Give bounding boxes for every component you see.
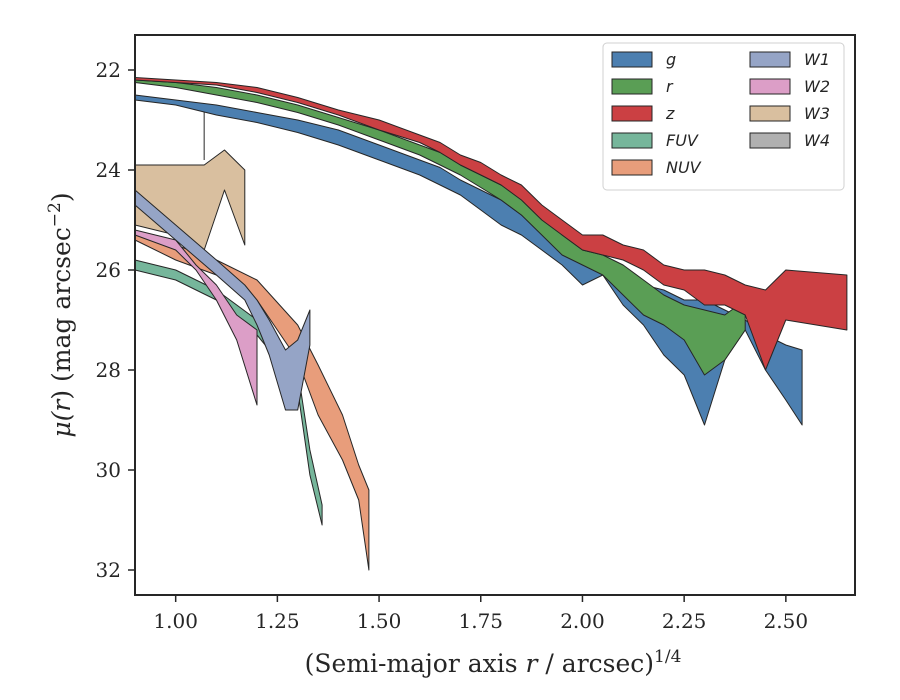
- x-axis-label-var: r: [526, 649, 540, 678]
- y-axis-label: μ(r) (mag arcsec−2): [45, 192, 76, 437]
- legend-swatch-w1: [749, 51, 791, 68]
- legend-swatch-fuv: [611, 132, 653, 149]
- series-bands: [134, 77, 848, 571]
- y-axis-label-sup: −2: [45, 202, 65, 227]
- legend-label-r: r: [666, 77, 674, 96]
- legend-label-g: g: [666, 50, 676, 69]
- legend-label-z: z: [665, 104, 675, 123]
- y-tick-label: 22: [96, 58, 121, 82]
- y-axis-label-mu: μ(: [47, 410, 76, 437]
- band-w1: [134, 189, 311, 411]
- y-axis-label-close: ): [47, 192, 76, 202]
- legend-items: grz FUV NUV W1 W2 W3 W4: [611, 50, 830, 177]
- band-z: [134, 77, 848, 371]
- legend-label-w3: W3: [804, 104, 830, 123]
- band-g: [134, 94, 803, 426]
- legend-label-w4: W4: [804, 131, 830, 150]
- y-axis-label-post: ) (mag arcsec: [47, 227, 76, 400]
- band-fuv: [134, 259, 323, 526]
- legend: grz FUV NUV W1 W2 W3 W4: [602, 42, 845, 191]
- x-tick-label: 2.00: [560, 609, 605, 633]
- legend-swatch-r: [611, 78, 653, 95]
- legend-label-w2: W2: [804, 77, 830, 96]
- legend-swatch-g: [611, 51, 653, 68]
- plot-frame: [134, 34, 856, 596]
- legend-swatch-w2: [749, 78, 791, 95]
- x-axis-label-sup: 1/4: [654, 647, 681, 667]
- legend-label-nuv: NUV: [666, 158, 702, 177]
- x-axis-label-pre: (Semi-major axis: [305, 649, 526, 678]
- legend-swatch-w3: [749, 105, 791, 122]
- y-tick-label: 26: [96, 258, 121, 282]
- y-axis-label-var: r: [47, 398, 76, 412]
- x-tick-label: 1.25: [255, 609, 300, 633]
- legend-swatch-z: [611, 105, 653, 122]
- x-tick-label: 1.75: [458, 609, 503, 633]
- x-axis-label: (Semi-major axis r / arcsec)1/4: [305, 647, 682, 678]
- y-tick-label: 30: [96, 458, 121, 482]
- band-w2: [134, 229, 258, 406]
- legend-swatch-w4: [749, 132, 791, 149]
- y-tick-label: 28: [96, 358, 121, 382]
- x-tick-label: 2.50: [764, 609, 809, 633]
- y-axis-ticks: 22 24 26 28 30 32: [96, 58, 135, 582]
- y-tick-label: 24: [96, 158, 121, 182]
- x-tick-label: 2.25: [662, 609, 707, 633]
- x-axis-label-post: / arcsec): [537, 649, 654, 678]
- legend-label-fuv: FUV: [666, 131, 699, 150]
- x-tick-label: 1.50: [357, 609, 402, 633]
- x-tick-label: 1.00: [153, 609, 198, 633]
- y-tick-label: 32: [96, 558, 121, 582]
- legend-swatch-nuv: [611, 159, 653, 176]
- x-axis-ticks: 1.00 1.25 1.50 1.75 2.00 2.25 2.50: [153, 595, 808, 633]
- legend-label-w1: W1: [804, 50, 830, 69]
